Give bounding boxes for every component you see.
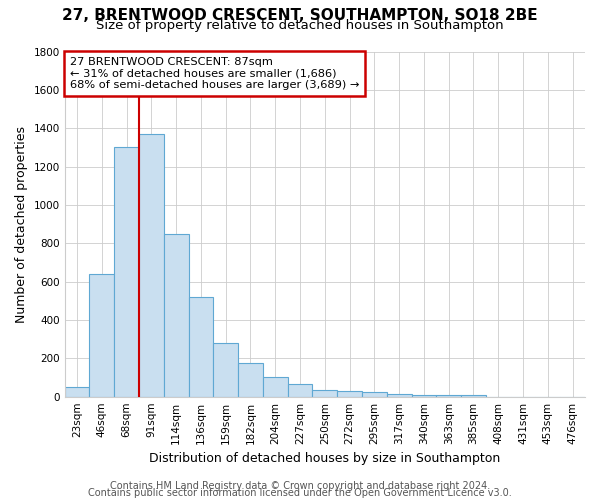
Bar bbox=[436, 395, 461, 396]
Text: 27 BRENTWOOD CRESCENT: 87sqm
← 31% of detached houses are smaller (1,686)
68% of: 27 BRENTWOOD CRESCENT: 87sqm ← 31% of de… bbox=[70, 56, 359, 90]
Bar bbox=[238, 363, 263, 396]
Bar bbox=[188, 297, 214, 396]
Bar bbox=[214, 343, 238, 396]
Bar bbox=[313, 390, 337, 396]
Bar bbox=[114, 148, 139, 396]
Bar bbox=[362, 392, 387, 396]
Text: 27, BRENTWOOD CRESCENT, SOUTHAMPTON, SO18 2BE: 27, BRENTWOOD CRESCENT, SOUTHAMPTON, SO1… bbox=[62, 8, 538, 23]
Bar bbox=[263, 376, 287, 396]
Y-axis label: Number of detached properties: Number of detached properties bbox=[15, 126, 28, 322]
Bar bbox=[164, 234, 188, 396]
Bar bbox=[89, 274, 114, 396]
Bar bbox=[412, 395, 436, 396]
Text: Size of property relative to detached houses in Southampton: Size of property relative to detached ho… bbox=[96, 19, 504, 32]
Bar bbox=[287, 384, 313, 396]
Bar bbox=[461, 395, 486, 396]
Bar bbox=[139, 134, 164, 396]
Bar bbox=[337, 391, 362, 396]
Bar bbox=[65, 387, 89, 396]
X-axis label: Distribution of detached houses by size in Southampton: Distribution of detached houses by size … bbox=[149, 452, 500, 465]
Text: Contains HM Land Registry data © Crown copyright and database right 2024.: Contains HM Land Registry data © Crown c… bbox=[110, 481, 490, 491]
Bar bbox=[387, 394, 412, 396]
Text: Contains public sector information licensed under the Open Government Licence v3: Contains public sector information licen… bbox=[88, 488, 512, 498]
